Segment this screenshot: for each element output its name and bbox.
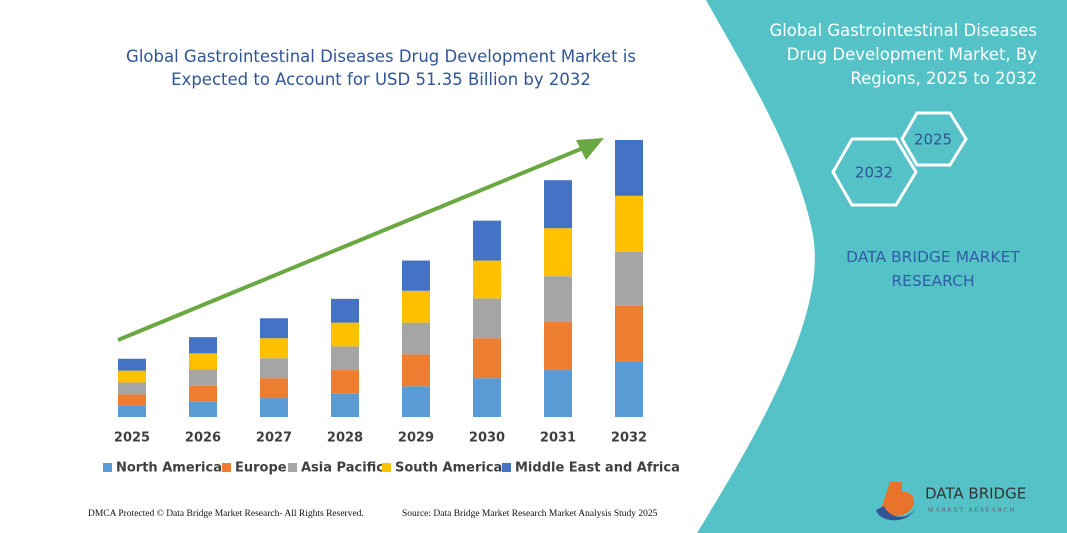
legend-label: Asia Pacific: [301, 461, 384, 476]
bar-segment: [189, 385, 217, 402]
bar-segment: [118, 370, 146, 383]
bar-segment: [544, 228, 572, 277]
x-tick-label: 2031: [540, 431, 576, 446]
bar-segment: [118, 358, 146, 371]
bar-segment: [260, 358, 288, 379]
bar-segment: [118, 382, 146, 395]
bar-segment: [118, 405, 146, 417]
legend-label: Europe: [235, 461, 287, 476]
bar-segment: [473, 220, 501, 261]
legend-swatch: [288, 463, 297, 472]
brand: DATA BRIDGE MARKET RESEARCH: [846, 248, 1020, 290]
x-tick-label: 2026: [185, 431, 221, 446]
bar-segment: [402, 290, 430, 323]
bar-segment: [473, 298, 501, 339]
arrow-head: [576, 138, 604, 160]
bar-segment: [260, 378, 288, 399]
bar-segment: [402, 386, 430, 417]
legend-label: North America: [116, 461, 222, 476]
bar-segment: [544, 276, 572, 323]
logo-icon: [882, 482, 914, 516]
bar-segment: [615, 140, 643, 196]
bar-segment: [260, 398, 288, 417]
bar-segment: [260, 318, 288, 339]
bar-segment: [189, 353, 217, 370]
bar-segment: [118, 394, 146, 406]
bar-segment: [615, 195, 643, 252]
logo-name: DATA BRIDGE: [925, 485, 1026, 503]
bar-segment: [402, 260, 430, 291]
bar-segment: [402, 354, 430, 387]
bar-segment: [260, 338, 288, 359]
bar-segment: [189, 401, 217, 417]
x-tick-label: 2028: [327, 431, 363, 446]
hexagon: [831, 137, 918, 207]
footer-right: Source: Data Bridge Market Research Mark…: [402, 509, 658, 519]
bar-segment: [189, 337, 217, 354]
side-panel: [697, 0, 1067, 533]
legend-swatch: [222, 463, 231, 472]
bar-segment: [615, 251, 643, 306]
legend-label: Middle East and Africa: [515, 461, 680, 476]
bar-segment: [331, 322, 359, 347]
panel-title: Global Gastrointestinal Diseases Drug De…: [769, 21, 1037, 88]
bar-segment: [544, 180, 572, 229]
chart-title: Global Gastrointestinal Diseases Drug De…: [126, 47, 636, 89]
bar-segment: [544, 370, 572, 417]
x-tick-label: 2032: [611, 431, 647, 446]
x-tick-label: 2027: [256, 431, 292, 446]
footer-left: DMCA Protected © Data Bridge Market Rese…: [88, 509, 364, 519]
bar-segment: [473, 338, 501, 379]
legend-swatch: [502, 463, 511, 472]
hexagon-label: 2025: [914, 131, 952, 149]
bar-segment: [402, 322, 430, 355]
bar-segment: [331, 298, 359, 323]
bar-segment: [473, 260, 501, 299]
bar-segment: [544, 322, 572, 371]
hexagon: [900, 111, 968, 167]
bar-segment: [615, 305, 643, 362]
trend-arrow: [117, 144, 589, 342]
x-tick-label: 2030: [469, 431, 505, 446]
hexagon-label: 2032: [855, 164, 893, 182]
bar-segment: [331, 393, 359, 417]
bar-segment: [331, 346, 359, 371]
x-tick-label: 2029: [398, 431, 434, 446]
legend-swatch: [382, 463, 391, 472]
bar-segment: [189, 369, 217, 386]
legend-swatch: [103, 463, 112, 472]
bar-segment: [615, 361, 643, 417]
x-tick-label: 2025: [114, 431, 150, 446]
legend-label: South America: [395, 461, 502, 476]
bar-segment: [473, 378, 501, 417]
logo-icon: [876, 506, 915, 521]
logo-tagline: MARKET RESEARCH: [928, 507, 1016, 513]
bar-segment: [331, 370, 359, 394]
